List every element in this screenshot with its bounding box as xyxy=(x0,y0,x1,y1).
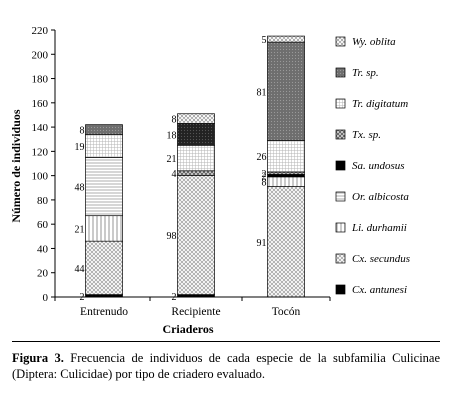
stacked-bar-chart: 24421481982984211889182226815 0204060801… xyxy=(9,25,410,336)
caption-divider xyxy=(12,341,440,342)
bar-segment xyxy=(177,175,215,295)
legend-swatch xyxy=(335,98,346,109)
y-tick-label: 40 xyxy=(37,243,49,255)
plot-area: 24421481982984211889182226815 xyxy=(75,35,305,303)
data-label: 8 xyxy=(80,126,85,137)
legend-swatch xyxy=(335,191,346,202)
bar-segment xyxy=(85,215,123,242)
bar-segment xyxy=(85,134,123,158)
bar-segment xyxy=(177,170,215,176)
figure-caption: Figura 3. Frecuencia de individuos de ca… xyxy=(12,350,440,382)
y-tick-label: 20 xyxy=(37,268,49,280)
legend-swatch xyxy=(335,253,346,264)
legend-label: Li. durhamii xyxy=(351,222,407,234)
data-label: 98 xyxy=(167,231,177,242)
y-axis-title: Número de individuos xyxy=(9,109,23,222)
legend-label: Tr. sp. xyxy=(352,67,379,79)
data-label: 2 xyxy=(262,169,267,180)
bar-segment xyxy=(267,140,305,173)
data-label: 2 xyxy=(262,172,267,183)
data-label: 19 xyxy=(75,142,85,153)
bar-segment xyxy=(177,113,215,124)
y-tick-label: 160 xyxy=(32,98,49,110)
data-label: 5 xyxy=(262,35,267,46)
data-label: 26 xyxy=(257,152,267,163)
legend-label: Cx. secundus xyxy=(352,253,410,265)
x-axis-title: Criaderos xyxy=(162,322,213,336)
y-tick-label: 200 xyxy=(32,49,49,61)
data-label: 81 xyxy=(257,87,267,98)
legend-label: Or. albicosta xyxy=(352,191,409,203)
x-tick-label: Recipiente xyxy=(171,306,220,318)
bar-segment xyxy=(85,157,123,217)
data-label: 8 xyxy=(262,178,267,189)
legend-swatch xyxy=(335,36,346,47)
legend-label: Cx. antunesi xyxy=(352,284,407,296)
legend-label: Tx. sp. xyxy=(352,129,381,141)
data-label: 21 xyxy=(75,224,85,235)
y-tick-label: 220 xyxy=(32,25,49,37)
x-tick-label: Tocón xyxy=(272,306,301,318)
y-tick-label: 60 xyxy=(37,219,49,231)
axes: 0 20 40 60 80 100 120 140 160 180 200 220 Entrenudo R… xyxy=(32,25,331,318)
legend-label: Wy. oblita xyxy=(352,36,396,48)
y-tick-label: 120 xyxy=(32,146,49,158)
legend-swatch xyxy=(335,67,346,78)
y-tick-label: 80 xyxy=(37,195,49,207)
bar-segment xyxy=(267,176,305,187)
bar-segment xyxy=(267,174,305,178)
bar-segment xyxy=(177,144,215,172)
data-label: 18 xyxy=(167,130,177,141)
bar-segment xyxy=(267,35,305,43)
y-tick-label: 140 xyxy=(32,122,49,134)
data-label: 48 xyxy=(75,183,85,194)
bar-segment xyxy=(267,171,305,175)
caption-text: Frecuencia de individuos de cada especie… xyxy=(12,351,441,381)
y-tick-label: 180 xyxy=(32,74,49,86)
legend-label: Tr. digitatum xyxy=(352,98,408,110)
bar-segment xyxy=(267,41,305,141)
y-tick-label: 100 xyxy=(32,171,49,183)
y-tick-label: 0 xyxy=(43,292,49,304)
x-tick-label: Entrenudo xyxy=(80,306,128,318)
data-label: 8 xyxy=(172,115,177,126)
legend-swatch xyxy=(335,284,346,295)
legend-swatch xyxy=(335,160,346,171)
data-label: 44 xyxy=(75,264,85,275)
data-label: 91 xyxy=(257,238,267,249)
legend-swatch xyxy=(335,222,346,233)
caption-label: Figura 3. xyxy=(12,351,64,365)
legend-label: Sa. undosus xyxy=(352,160,405,172)
data-label: 4 xyxy=(172,169,177,180)
data-label: 21 xyxy=(167,154,177,165)
bar-segment xyxy=(267,186,305,298)
bar-segment xyxy=(177,123,215,146)
bar-segment xyxy=(85,124,123,135)
legend-swatch xyxy=(335,129,346,140)
legend: Wy. oblita Tr. sp. Tr. digitatum Tx. sp. Sa.… xyxy=(335,36,410,296)
bar-segment xyxy=(85,240,123,295)
